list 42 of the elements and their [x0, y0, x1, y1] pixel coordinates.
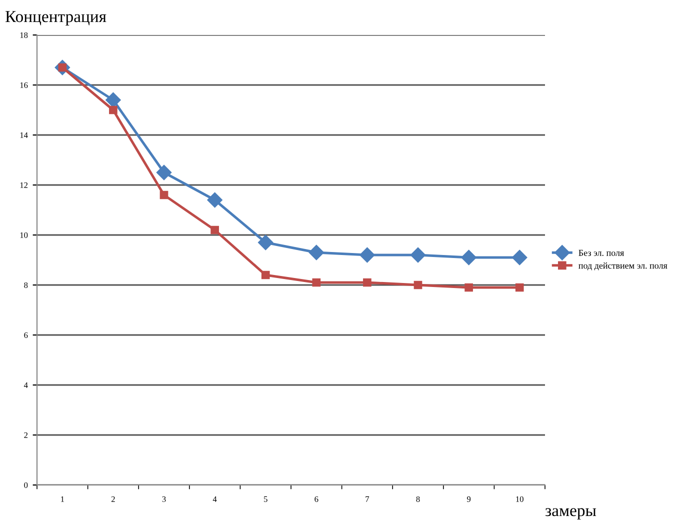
x-tick-label: 8 — [416, 496, 420, 502]
point — [414, 280, 422, 290]
point — [261, 270, 270, 280]
point — [312, 278, 321, 287]
x-axis-title: замеры — [545, 508, 596, 520]
point — [207, 192, 222, 208]
x-tick-label: 6 — [314, 496, 318, 502]
point — [308, 244, 324, 260]
y-tick-label: 14 — [20, 132, 28, 138]
point — [160, 190, 168, 200]
point — [515, 283, 524, 292]
y-tick-label: 2 — [24, 432, 28, 438]
x-tick-label: 4 — [212, 496, 217, 502]
point — [410, 247, 426, 263]
y-tick-label: 4 — [24, 382, 28, 388]
y-tick-label: 0 — [24, 482, 28, 488]
y-axis-title: Концентрация — [5, 11, 106, 26]
legend-label: Без эл. поля — [578, 250, 624, 256]
y-tick-label: 12 — [20, 182, 28, 188]
x-tick-label: 3 — [162, 496, 166, 502]
point — [512, 250, 528, 266]
point — [106, 92, 121, 108]
point — [156, 164, 172, 180]
point — [461, 250, 476, 266]
point — [210, 226, 219, 234]
legend-label: под действием эл. поля — [578, 262, 668, 270]
x-tick-label: 9 — [466, 496, 471, 502]
point — [109, 106, 118, 114]
point — [464, 283, 473, 292]
x-tick-label: 5 — [264, 496, 268, 502]
x-tick-label: 7 — [366, 496, 370, 502]
point — [258, 234, 274, 250]
point — [363, 278, 372, 287]
y-tick-label: 10 — [20, 232, 28, 238]
y-tick-label: 8 — [24, 282, 28, 288]
y-tick-label: 18 — [20, 32, 28, 38]
x-tick-label: 2 — [111, 496, 115, 502]
y-tick-label: 16 — [20, 82, 28, 88]
x-tick-label: 1 — [61, 496, 64, 502]
y-tick-label: 6 — [24, 332, 28, 338]
point — [360, 247, 375, 263]
x-tick-label: 10 — [516, 496, 524, 502]
